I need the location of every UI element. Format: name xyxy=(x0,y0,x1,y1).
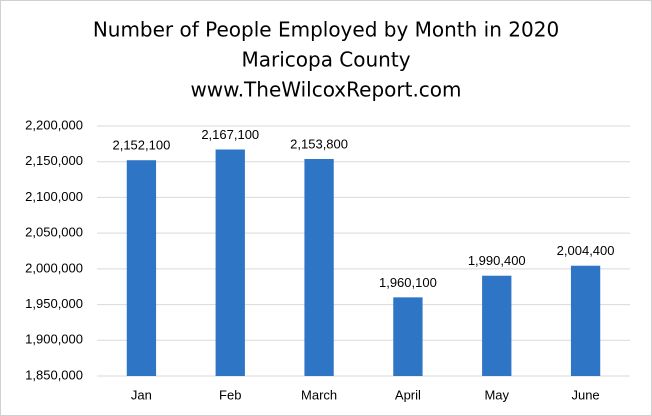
data-label: 2,152,100 xyxy=(112,138,170,153)
y-tick-label: 2,050,000 xyxy=(25,225,83,240)
y-tick-label: 1,950,000 xyxy=(25,296,83,311)
bar xyxy=(304,159,334,376)
data-label: 2,153,800 xyxy=(290,136,348,151)
x-tick-label: April xyxy=(395,387,421,402)
x-tick-label: March xyxy=(301,387,337,402)
y-tick-label: 1,850,000 xyxy=(25,367,83,382)
x-tick-label: Feb xyxy=(219,387,241,402)
y-tick-label: 2,150,000 xyxy=(25,153,83,168)
data-label: 2,167,100 xyxy=(201,127,259,142)
y-tick-label: 2,100,000 xyxy=(25,189,83,204)
data-label: 2,004,400 xyxy=(557,243,615,258)
x-tick-label: June xyxy=(571,387,599,402)
bar xyxy=(482,275,512,376)
bar xyxy=(570,265,601,376)
data-label: 1,960,100 xyxy=(379,275,437,290)
chart-title: Maricopa County xyxy=(241,48,410,72)
y-tick-label: 2,200,000 xyxy=(25,117,83,132)
y-tick-label: 2,000,000 xyxy=(25,260,83,275)
chart-title: Number of People Employed by Month in 20… xyxy=(93,18,559,42)
y-tick-label: 1,900,000 xyxy=(25,332,83,347)
data-label: 1,990,400 xyxy=(468,253,526,268)
x-tick-label: May xyxy=(484,387,509,402)
x-tick-label: Jan xyxy=(131,387,152,402)
chart-title: www.TheWilcoxReport.com xyxy=(190,78,461,102)
bar xyxy=(393,297,423,376)
bar xyxy=(126,160,157,376)
bar xyxy=(215,149,245,376)
